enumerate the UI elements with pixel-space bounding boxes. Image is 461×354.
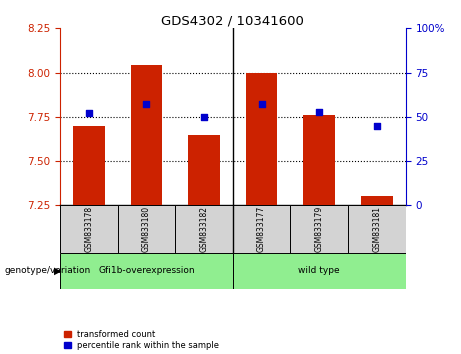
Point <box>315 109 323 114</box>
Text: GSM833178: GSM833178 <box>84 206 93 252</box>
Bar <box>246 73 278 205</box>
Legend: transformed count, percentile rank within the sample: transformed count, percentile rank withi… <box>64 330 219 350</box>
Bar <box>73 126 105 205</box>
Point <box>85 110 92 116</box>
Bar <box>361 196 393 205</box>
Bar <box>348 205 406 253</box>
Text: ▶: ▶ <box>54 266 61 276</box>
Point <box>258 102 266 107</box>
Bar <box>303 115 335 205</box>
Bar <box>290 205 348 253</box>
Text: GSM833179: GSM833179 <box>315 206 324 252</box>
Title: GDS4302 / 10341600: GDS4302 / 10341600 <box>161 14 304 27</box>
Bar <box>188 135 220 205</box>
Text: GSM833182: GSM833182 <box>200 206 208 252</box>
Text: wild type: wild type <box>298 266 340 275</box>
Point <box>373 123 381 129</box>
Text: genotype/variation: genotype/variation <box>5 266 91 275</box>
Text: Gfi1b-overexpression: Gfi1b-overexpression <box>98 266 195 275</box>
Bar <box>118 205 175 253</box>
Text: GSM833180: GSM833180 <box>142 206 151 252</box>
Bar <box>60 253 233 289</box>
Bar <box>233 253 406 289</box>
Bar <box>130 65 162 205</box>
Bar <box>175 205 233 253</box>
Text: GSM833177: GSM833177 <box>257 206 266 252</box>
Bar <box>60 205 118 253</box>
Point <box>200 114 207 120</box>
Bar <box>233 205 290 253</box>
Point <box>142 102 150 107</box>
Text: GSM833181: GSM833181 <box>372 206 381 252</box>
